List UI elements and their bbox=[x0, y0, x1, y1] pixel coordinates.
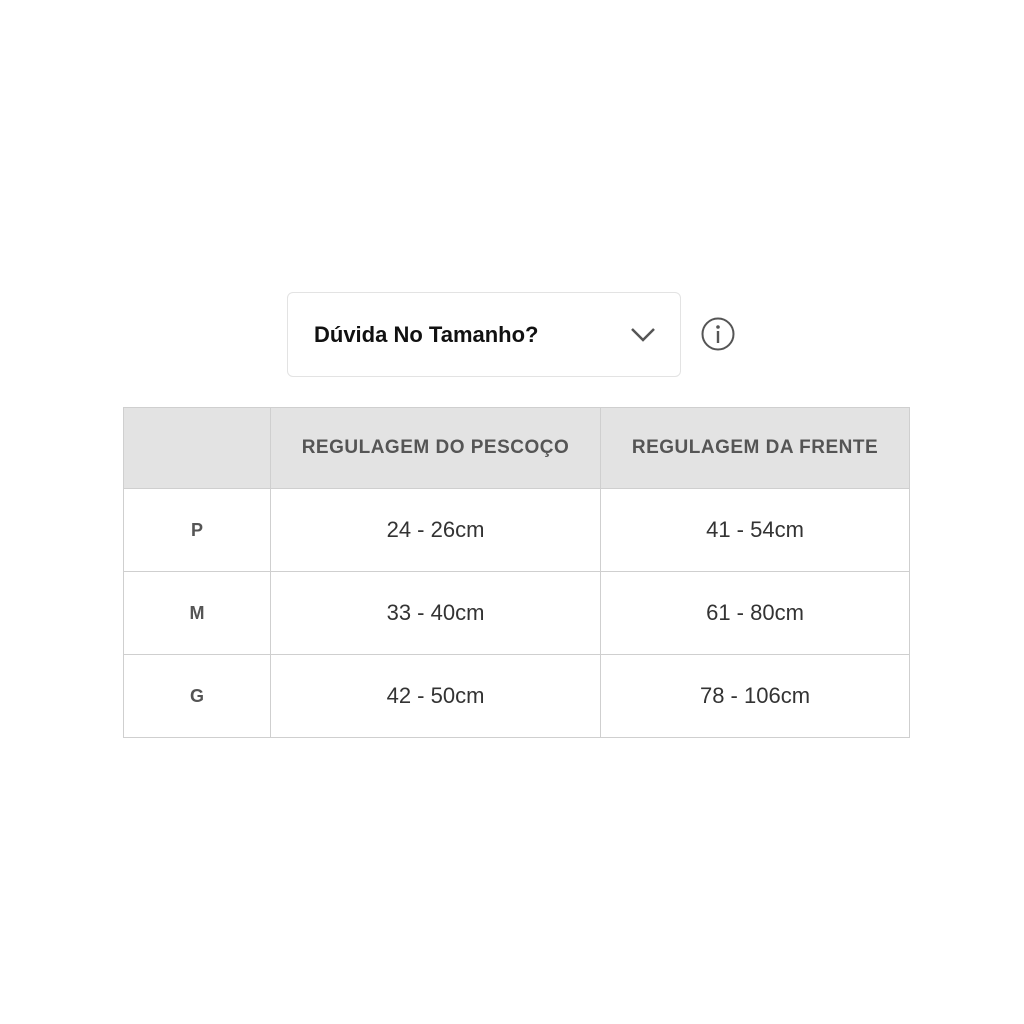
size-table: REGULAGEM DO PESCOÇO REGULAGEM DA FRENTE… bbox=[123, 407, 910, 738]
front-cell: 61 - 80cm bbox=[600, 571, 910, 655]
neck-cell: 24 - 26cm bbox=[270, 488, 601, 572]
table-row: G 42 - 50cm 78 - 106cm bbox=[123, 654, 910, 738]
table-header-row: REGULAGEM DO PESCOÇO REGULAGEM DA FRENTE bbox=[123, 407, 910, 489]
front-cell: 41 - 54cm bbox=[600, 488, 910, 572]
header-front: REGULAGEM DA FRENTE bbox=[600, 407, 910, 489]
size-cell: G bbox=[123, 654, 271, 738]
header-empty bbox=[123, 407, 271, 489]
neck-cell: 33 - 40cm bbox=[270, 571, 601, 655]
info-icon[interactable] bbox=[701, 317, 735, 351]
neck-cell: 42 - 50cm bbox=[270, 654, 601, 738]
size-cell: M bbox=[123, 571, 271, 655]
header-neck: REGULAGEM DO PESCOÇO bbox=[270, 407, 601, 489]
dropdown-label: Dúvida No Tamanho? bbox=[314, 321, 539, 347]
table-row: P 24 - 26cm 41 - 54cm bbox=[123, 488, 910, 572]
front-cell: 78 - 106cm bbox=[600, 654, 910, 738]
table-row: M 33 - 40cm 61 - 80cm bbox=[123, 571, 910, 655]
size-help-dropdown[interactable]: Dúvida No Tamanho? bbox=[287, 292, 681, 377]
size-cell: P bbox=[123, 488, 271, 572]
chevron-down-icon bbox=[631, 327, 655, 342]
